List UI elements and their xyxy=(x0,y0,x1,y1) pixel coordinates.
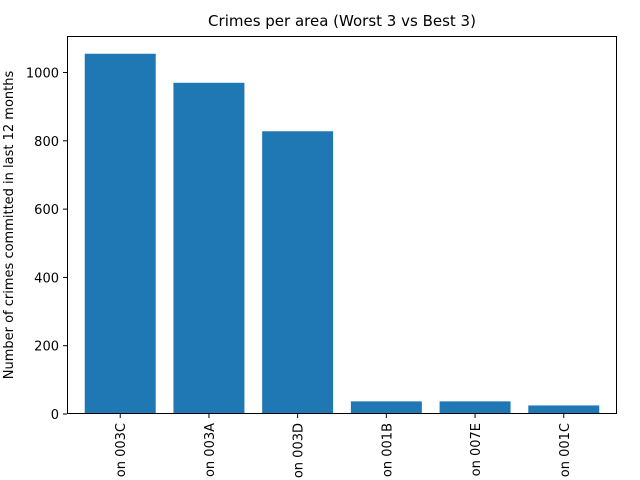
bar-5 xyxy=(439,401,511,414)
y-axis-ticks: 0 200 400 600 800 1000 xyxy=(26,67,67,423)
x-tick-label: on 003D xyxy=(292,423,307,478)
y-tick-label: 1000 xyxy=(26,67,59,82)
x-axis-ticks: on 003C on 003A on 003D on 001B on 007E on 00… xyxy=(114,414,573,478)
x-tick-label: on 003C xyxy=(114,423,129,477)
x-tick-label: on 003A xyxy=(203,423,218,477)
bar-4 xyxy=(350,401,422,414)
bar-3 xyxy=(262,131,334,414)
plot-frame xyxy=(67,36,617,414)
bars-group xyxy=(84,53,600,414)
x-tick-label: on 007E xyxy=(469,423,484,476)
chart-title: Crimes per area (Worst 3 vs Best 3) xyxy=(208,12,476,30)
bar-1 xyxy=(84,53,156,414)
y-tick-label: 800 xyxy=(34,135,59,150)
bar-6 xyxy=(528,405,600,414)
y-tick-label: 0 xyxy=(51,408,59,423)
x-tick-label: on 001C xyxy=(558,423,573,477)
y-tick-label: 600 xyxy=(34,203,59,218)
y-axis-label: Number of crimes committed in last 12 mo… xyxy=(2,71,17,380)
y-tick-label: 400 xyxy=(34,271,59,286)
bar-2 xyxy=(173,82,245,414)
y-tick-label: 200 xyxy=(34,340,59,355)
x-tick-label: on 001B xyxy=(380,423,395,477)
